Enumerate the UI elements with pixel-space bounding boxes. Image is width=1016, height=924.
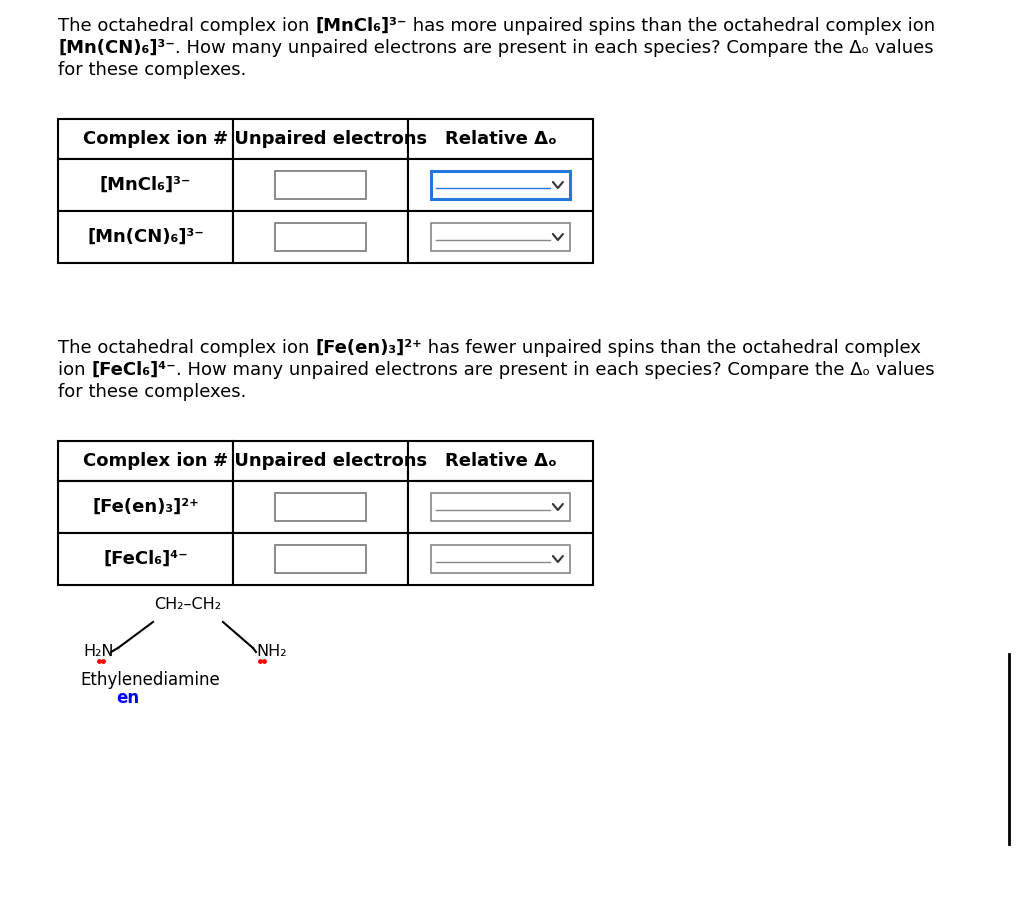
- Bar: [431, 224, 570, 250]
- Bar: [58, 481, 233, 533]
- Text: [MnCl₆]³⁻: [MnCl₆]³⁻: [315, 17, 406, 35]
- Text: has fewer unpaired spins than the octahedral complex: has fewer unpaired spins than the octahe…: [422, 339, 920, 357]
- Bar: [408, 159, 593, 211]
- Bar: [408, 211, 593, 263]
- Bar: [408, 441, 593, 481]
- Text: NH₂: NH₂: [256, 645, 287, 660]
- Bar: [233, 481, 408, 533]
- Bar: [233, 533, 408, 585]
- Bar: [431, 172, 570, 199]
- Text: for these complexes.: for these complexes.: [58, 383, 246, 401]
- Text: # Unpaired electrons: # Unpaired electrons: [213, 130, 428, 148]
- Text: ion: ion: [58, 361, 91, 379]
- Bar: [58, 533, 233, 585]
- Text: [Fe(en)₃]²⁺: [Fe(en)₃]²⁺: [315, 339, 422, 357]
- Bar: [408, 119, 593, 159]
- Bar: [233, 119, 408, 159]
- Text: [FeCl₆]⁴⁻: [FeCl₆]⁴⁻: [104, 550, 188, 568]
- Text: Relative Δₒ: Relative Δₒ: [445, 130, 557, 148]
- Bar: [58, 211, 233, 263]
- Bar: [58, 441, 233, 481]
- Bar: [275, 545, 366, 573]
- Bar: [275, 224, 366, 250]
- Bar: [58, 119, 233, 159]
- Bar: [408, 481, 593, 533]
- Text: Ethylenediamine: Ethylenediamine: [80, 671, 219, 689]
- Text: H₂N: H₂N: [83, 645, 114, 660]
- Bar: [408, 533, 593, 585]
- Bar: [233, 159, 408, 211]
- Text: [Mn(CN)₆]³⁻: [Mn(CN)₆]³⁻: [58, 39, 175, 57]
- Text: for these complexes.: for these complexes.: [58, 61, 246, 79]
- Bar: [233, 211, 408, 263]
- Text: . How many unpaired electrons are present in each species? Compare the Δₒ values: . How many unpaired electrons are presen…: [175, 39, 934, 57]
- Text: has more unpaired spins than the octahedral complex ion: has more unpaired spins than the octahed…: [406, 17, 935, 35]
- Text: Relative Δₒ: Relative Δₒ: [445, 452, 557, 470]
- Text: The octahedral complex ion: The octahedral complex ion: [58, 17, 315, 35]
- Bar: [431, 545, 570, 573]
- Text: # Unpaired electrons: # Unpaired electrons: [213, 452, 428, 470]
- Text: en: en: [116, 689, 139, 707]
- Bar: [275, 172, 366, 199]
- Bar: [431, 493, 570, 520]
- Text: [Mn(CN)₆]³⁻: [Mn(CN)₆]³⁻: [87, 228, 204, 246]
- Bar: [233, 441, 408, 481]
- Text: . How many unpaired electrons are present in each species? Compare the Δₒ values: . How many unpaired electrons are presen…: [176, 361, 935, 379]
- Text: CH₂–CH₂: CH₂–CH₂: [154, 597, 221, 612]
- Text: [FeCl₆]⁴⁻: [FeCl₆]⁴⁻: [91, 361, 176, 379]
- Text: [MnCl₆]³⁻: [MnCl₆]³⁻: [100, 176, 191, 194]
- Text: Complex ion: Complex ion: [83, 452, 207, 470]
- Text: [Fe(en)₃]²⁺: [Fe(en)₃]²⁺: [92, 498, 199, 516]
- Bar: [58, 159, 233, 211]
- Text: Complex ion: Complex ion: [83, 130, 207, 148]
- Bar: [275, 493, 366, 520]
- Text: The octahedral complex ion: The octahedral complex ion: [58, 339, 315, 357]
